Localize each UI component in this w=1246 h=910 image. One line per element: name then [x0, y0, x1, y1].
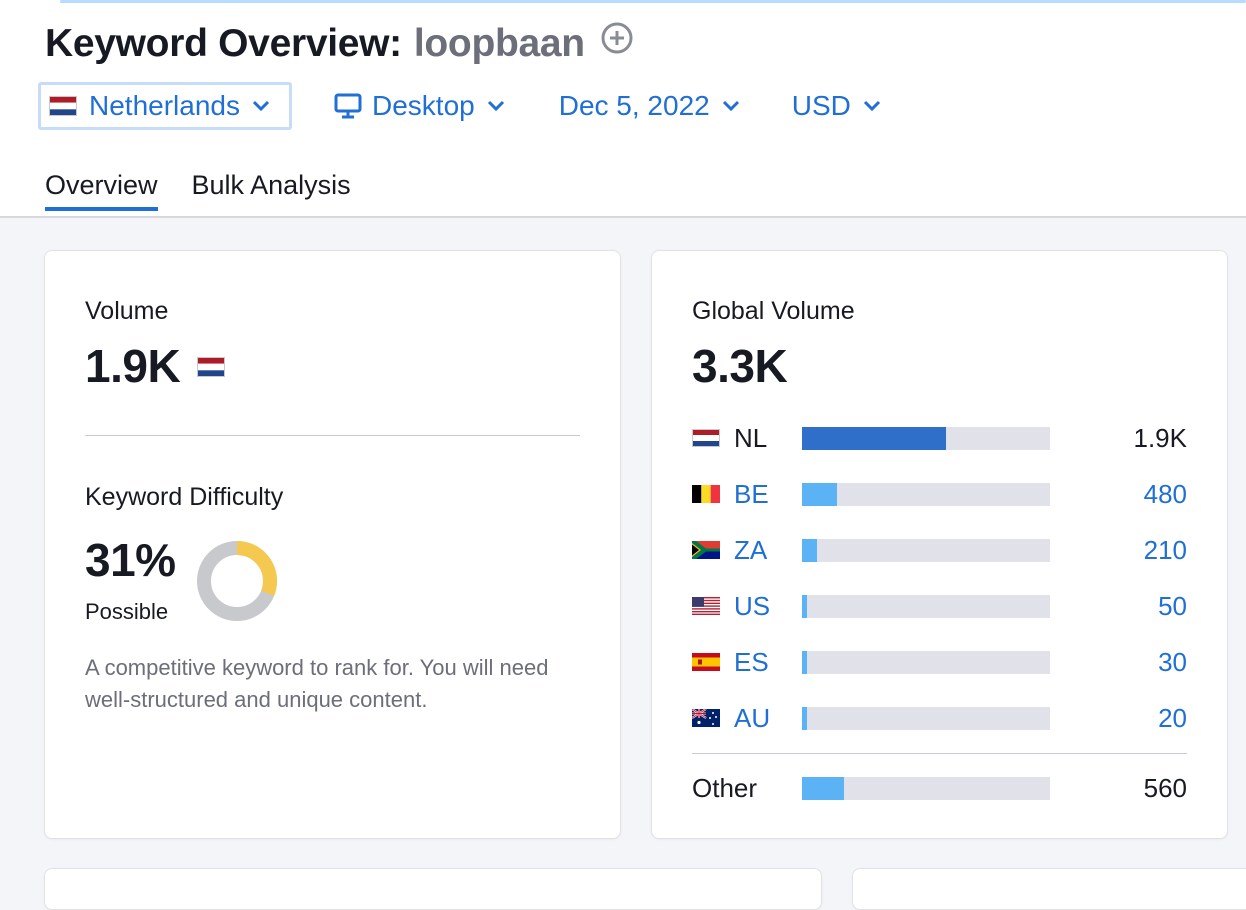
volume-value: 1.9K [85, 340, 181, 392]
country-row-nl: NL 1.9K [692, 423, 1187, 453]
volume-bar-fill [802, 482, 837, 506]
tab-bulk-analysis[interactable]: Bulk Analysis [191, 170, 351, 200]
date-dropdown[interactable]: Dec 5, 2022 [551, 82, 748, 130]
chevron-down-icon [722, 100, 739, 112]
volume-bar [802, 426, 1050, 450]
tab-overview[interactable]: Overview [45, 170, 158, 211]
page-header: Keyword Overview: loopbaan Netherlands [0, 0, 1246, 218]
kd-description: A competitive keyword to rank for. You w… [85, 655, 549, 712]
kd-donut-value [197, 541, 277, 621]
global-volume-label: Global Volume [692, 297, 855, 325]
title-keyword: loopbaan [413, 22, 585, 65]
device-label: Desktop [372, 90, 475, 121]
country-row-za[interactable]: ZA 210 [692, 535, 1187, 565]
kd-donut-chart [197, 541, 277, 621]
other-row: Other 560 [692, 773, 1187, 803]
global-volume-value: 3.3K [692, 340, 788, 392]
country-code-link[interactable]: ZA [734, 534, 768, 565]
volume-bar-fill [802, 650, 807, 674]
country-row-be[interactable]: BE 480 [692, 479, 1187, 509]
currency-label: USD [791, 90, 851, 121]
chevron-down-icon [252, 100, 270, 112]
south-africa-flag-icon [692, 541, 720, 559]
device-dropdown[interactable]: Desktop [326, 82, 513, 130]
country-code-link[interactable]: US [734, 590, 771, 621]
country-volume-link[interactable]: 210 [1143, 534, 1187, 565]
top-accent-bar [60, 0, 1246, 3]
currency-dropdown[interactable]: USD [784, 82, 889, 130]
filter-bar: Netherlands Desktop Dec 5, 2022 USD [38, 80, 889, 132]
page-title: Keyword Overview: loopbaan [45, 22, 633, 68]
bottom-card [44, 868, 822, 910]
volume-bar-fill [802, 426, 946, 450]
database-label: Netherlands [89, 90, 240, 121]
netherlands-flag-icon [197, 357, 225, 377]
card-divider [692, 753, 1187, 754]
country-volume-link[interactable]: 20 [1158, 702, 1187, 733]
volume-bar [802, 776, 1050, 800]
country-row-au[interactable]: AU 20 [692, 703, 1187, 733]
country-row-us[interactable]: US 50 [692, 591, 1187, 621]
card-divider [85, 435, 580, 436]
date-label: Dec 5, 2022 [558, 90, 710, 121]
title-prefix: Keyword Overview: [45, 22, 402, 65]
tab-bar: Overview Bulk Analysis [45, 170, 385, 211]
volume-bar-fill [802, 538, 817, 562]
belgium-flag-icon [692, 485, 720, 503]
spain-flag-icon [692, 653, 720, 671]
chevron-down-icon [863, 100, 880, 112]
country-code: NL [734, 422, 768, 453]
other-volume: 560 [1143, 772, 1187, 803]
country-volume-link[interactable]: 30 [1158, 646, 1187, 677]
bottom-card [852, 868, 1246, 910]
volume-bar [802, 482, 1050, 506]
volume-bar-fill [802, 776, 845, 800]
volume-bar [802, 594, 1050, 618]
database-dropdown[interactable]: Netherlands [38, 82, 292, 130]
plus-circle-icon[interactable] [601, 20, 633, 64]
country-code-link[interactable]: AU [734, 702, 771, 733]
netherlands-flag-icon [49, 96, 77, 116]
usa-flag-icon [692, 597, 720, 615]
country-volume-link[interactable]: 480 [1143, 478, 1187, 509]
volume-bar-fill [802, 594, 807, 618]
volume-bar [802, 538, 1050, 562]
kd-value: 31% [85, 534, 176, 586]
volume-bar-fill [802, 706, 807, 730]
volume-bar [802, 650, 1050, 674]
other-label: Other [692, 772, 758, 803]
kd-status: Possible [85, 599, 169, 624]
country-row-es[interactable]: ES 30 [692, 647, 1187, 677]
country-volume-link[interactable]: 50 [1158, 590, 1187, 621]
chevron-down-icon [487, 100, 504, 112]
country-code-link[interactable]: BE [734, 478, 769, 509]
kd-label: Keyword Difficulty [85, 483, 284, 511]
desktop-monitor-icon [334, 93, 362, 119]
volume-label: Volume [85, 297, 169, 325]
country-volume: 1.9K [1133, 422, 1188, 453]
australia-flag-icon [692, 709, 720, 727]
global-volume-card: Global Volume 3.3K NL 1.9K BE 480 ZA 210 [651, 250, 1228, 839]
volume-card: Volume 1.9K Keyword Difficulty 31% Possi… [44, 250, 621, 839]
country-code-link[interactable]: ES [734, 646, 769, 677]
volume-bar [802, 706, 1050, 730]
netherlands-flag-icon [692, 429, 720, 447]
